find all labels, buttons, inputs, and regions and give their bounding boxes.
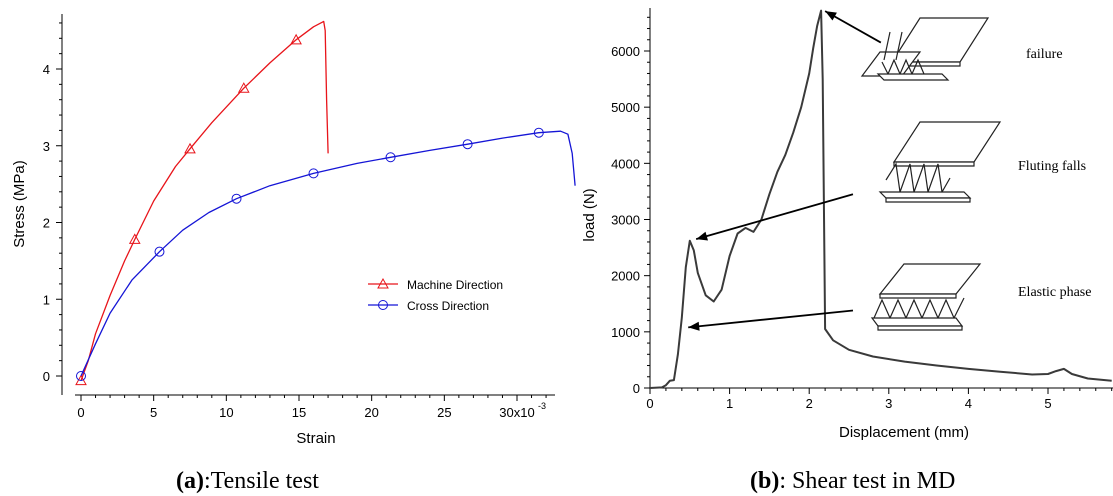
a-y-axis-label: Stress (MPa) <box>11 160 28 248</box>
a-x-tick-label: 0 <box>77 405 84 420</box>
b-y-tick-label: 2000 <box>611 269 640 284</box>
b-x-axis-label: Displacement (mm) <box>839 424 969 441</box>
a-y-tick-label: 1 <box>43 292 50 307</box>
a-ticks: 0 5 10 15 20 25 30x10 0 1 2 3 4 <box>43 22 547 420</box>
cross-direction-marker <box>154 246 165 257</box>
a-x-tick-label: 30x10 <box>499 405 534 420</box>
b-x-tick-label: 2 <box>806 396 813 411</box>
legend-cd-label: Cross Direction <box>407 299 489 313</box>
b-caption-rest: : Shear test in MD <box>779 468 955 494</box>
annotation-arrow-head <box>688 321 700 331</box>
cross-direction-marker <box>385 152 396 163</box>
annotation-arrow-head <box>825 11 837 21</box>
b-y-tick-label: 6000 <box>611 44 640 59</box>
a-y-tick-label: 4 <box>43 62 50 77</box>
annotation-fluting-falls: Fluting falls <box>1018 159 1086 174</box>
a-caption-rest: :Tensile test <box>204 468 319 494</box>
tensile-chart: 0 5 10 15 20 25 30x10 0 1 2 3 4 -3 Strain Stress (M… <box>11 14 576 494</box>
a-y-tick-label: 2 <box>43 216 50 231</box>
annotation-arrow-shaft <box>688 309 854 329</box>
b-caption-bold: (b) <box>750 468 779 494</box>
annotation-arrow-shaft <box>695 193 854 241</box>
b-x-tick-label: 0 <box>646 396 653 411</box>
b-y-tick-label: 4000 <box>611 156 640 171</box>
b-y-tick-label: 1000 <box>611 325 640 340</box>
annotation-failure: failure <box>1026 47 1063 62</box>
a-y-tick-label: 3 <box>43 139 50 154</box>
machine-direction-marker <box>290 33 302 45</box>
a-x-tick-label: 25 <box>437 405 451 420</box>
a-x-tick-label: 10 <box>219 405 233 420</box>
a-x-axis-label: Strain <box>296 430 335 447</box>
specimen-failure-illustration <box>860 17 990 81</box>
b-x-tick-label: 5 <box>1044 396 1051 411</box>
b-ticks: 0 1 2 3 4 5 0 1000 2000 3000 4000 5000 6000 <box>611 16 1113 411</box>
machine-direction-line <box>80 20 329 381</box>
cross-direction-line <box>80 130 576 377</box>
b-series <box>649 9 1112 389</box>
cross-direction-marker <box>308 168 319 179</box>
b-annotation-arrows <box>688 10 882 331</box>
a-x-tick-label: 20 <box>364 405 378 420</box>
annotation-arrow-head <box>696 231 708 241</box>
b-y-axis-label: load (N) <box>581 188 598 241</box>
specimen-elastic-illustration <box>870 263 982 331</box>
b-x-tick-label: 4 <box>965 396 972 411</box>
a-series <box>75 20 576 386</box>
legend-md-marker <box>377 277 389 289</box>
b-x-tick-label: 1 <box>726 396 733 411</box>
a-caption-bold: (a) <box>176 468 204 494</box>
annotation-elastic-phase: Elastic phase <box>1018 285 1091 300</box>
b-x-tick-label: 3 <box>885 396 892 411</box>
cross-direction-marker <box>533 127 544 138</box>
b-y-tick-label: 3000 <box>611 213 640 228</box>
legend-md-label: Machine Direction <box>407 278 503 292</box>
b-caption: (b): Shear test in MD <box>750 468 955 494</box>
cross-direction-marker <box>231 193 242 204</box>
a-x-tick-label: 15 <box>292 405 306 420</box>
machine-direction-marker <box>184 142 196 154</box>
a-x-tick-exponent: -3 <box>538 401 546 411</box>
a-y-tick-label: 0 <box>43 369 50 384</box>
machine-direction-marker <box>128 233 141 244</box>
load-displacement-line <box>649 9 1112 389</box>
a-x-tick-label: 5 <box>150 405 157 420</box>
legend-cd-marker <box>378 300 388 310</box>
b-y-tick-label: 0 <box>633 381 640 396</box>
machine-direction-marker <box>237 82 250 93</box>
shear-chart: 0 1 2 3 4 5 0 1000 2000 3000 4000 5000 6000 Displace… <box>581 8 1113 494</box>
b-y-tick-label: 5000 <box>611 100 640 115</box>
a-caption: (a):Tensile test <box>176 468 319 494</box>
cross-direction-marker <box>462 139 473 150</box>
cross-direction-marker <box>76 371 86 381</box>
a-legend: Machine Direction Cross Direction <box>368 277 503 313</box>
specimen-fluting-illustration <box>878 121 1002 203</box>
